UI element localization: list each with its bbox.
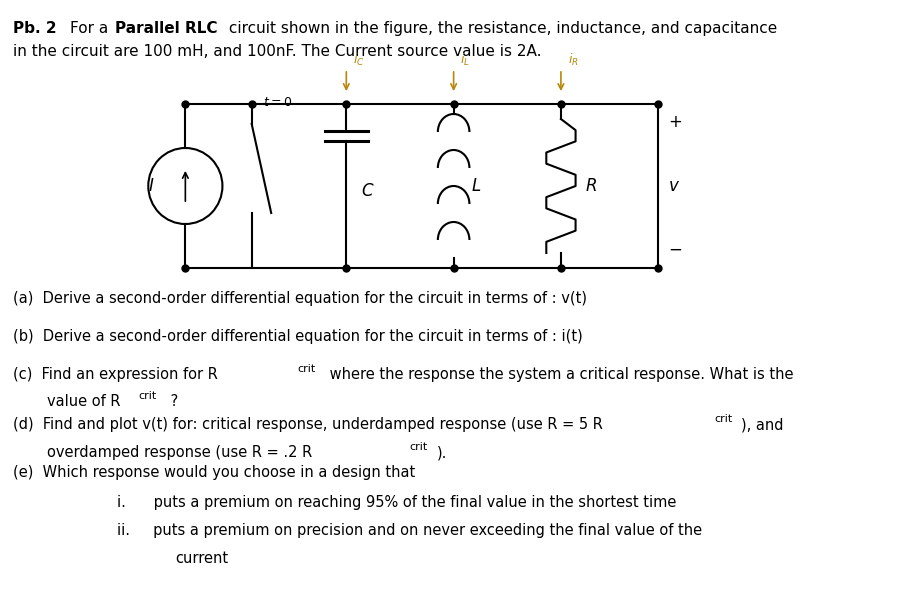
Text: $i_R$: $i_R$	[568, 52, 578, 68]
Text: ii.     puts a premium on precision and on never exceeding the final value of th: ii. puts a premium on precision and on n…	[117, 523, 702, 538]
Text: in the circuit are 100 mH, and 100nF. The Current source value is 2A.: in the circuit are 100 mH, and 100nF. Th…	[13, 44, 541, 59]
Text: ).: ).	[437, 445, 447, 460]
Text: $C$: $C$	[361, 182, 374, 200]
Text: $v$: $v$	[668, 177, 680, 195]
Text: circuit shown in the figure, the resistance, inductance, and capacitance: circuit shown in the figure, the resista…	[224, 21, 778, 36]
Text: $R$: $R$	[586, 177, 597, 195]
Text: (a)  Derive a second-order differential equation for the circuit in terms of : v: (a) Derive a second-order differential e…	[13, 291, 587, 306]
Text: −: −	[668, 241, 682, 259]
Text: value of R: value of R	[47, 394, 121, 409]
Text: (c)  Find an expression for R: (c) Find an expression for R	[13, 367, 218, 382]
Text: crit: crit	[410, 442, 428, 452]
Text: $L$: $L$	[471, 177, 481, 195]
Text: current: current	[176, 551, 229, 566]
Text: i.      puts a premium on reaching 95% of the final value in the shortest time: i. puts a premium on reaching 95% of the…	[117, 495, 676, 510]
Text: $i_C$: $i_C$	[353, 52, 365, 68]
Text: (d)  Find and plot v(t) for: critical response, underdamped response (use R = 5 : (d) Find and plot v(t) for: critical res…	[13, 417, 603, 432]
Text: Parallel RLC: Parallel RLC	[115, 21, 218, 36]
Text: (e)  Which response would you choose in a design that: (e) Which response would you choose in a…	[13, 465, 414, 480]
Text: +: +	[668, 113, 682, 131]
Text: overdamped response (use R = .2 R: overdamped response (use R = .2 R	[47, 445, 312, 460]
Text: ), and: ), and	[741, 417, 784, 432]
Text: crit: crit	[297, 364, 316, 374]
Text: For a: For a	[70, 21, 113, 36]
Text: $I$: $I$	[147, 177, 154, 195]
Text: $t = 0$: $t = 0$	[264, 96, 293, 109]
Text: crit: crit	[714, 414, 732, 424]
Text: crit: crit	[138, 391, 156, 401]
Text: $i_L$: $i_L$	[460, 52, 470, 68]
Text: where the response the system a critical response. What is the: where the response the system a critical…	[325, 367, 793, 382]
Text: Pb. 2: Pb. 2	[13, 21, 57, 36]
Text: (b)  Derive a second-order differential equation for the circuit in terms of : i: (b) Derive a second-order differential e…	[13, 329, 583, 344]
Text: ?: ?	[166, 394, 178, 409]
